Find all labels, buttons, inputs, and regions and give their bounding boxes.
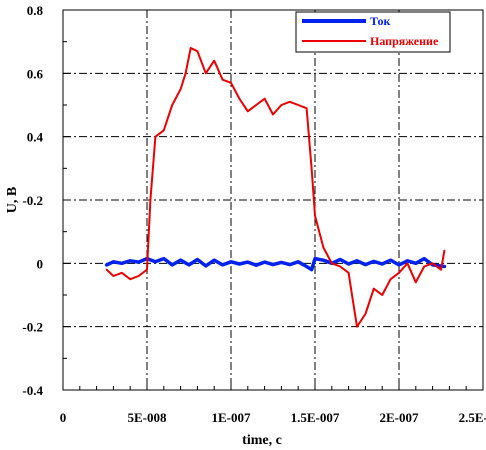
y-axis-label: U, B <box>5 187 20 213</box>
series-line-napryazhenie <box>105 47 446 328</box>
series-lines <box>104 47 447 328</box>
y-tick-label: 0.4 <box>27 130 44 145</box>
plot-frame <box>62 9 484 391</box>
legend-box <box>295 11 451 53</box>
x-tick-label: 2.5E-007 <box>459 410 486 425</box>
y-tick-label: -0.2 <box>22 193 43 208</box>
x-tick-label: 1.5E-007 <box>291 410 340 425</box>
x-tick-label: 5E-008 <box>128 410 168 425</box>
legend-label-napryazhenie: Напряжение <box>370 34 439 48</box>
legend-label-tok: Ток <box>370 14 390 28</box>
y-tick-label: 0 <box>37 256 44 271</box>
y-tick-label: 0.8 <box>27 3 44 18</box>
grid <box>63 10 483 390</box>
legend: Ток Напряжение <box>295 11 451 53</box>
y-tick-label: 0.6 <box>27 66 44 81</box>
tick-labels: 0 5E-008 1E-007 1.5E-007 2E-007 2.5E-007 -0.4 -… <box>22 3 486 425</box>
y-tick-label: -0.4 <box>22 383 43 398</box>
x-tick-label: 2E-007 <box>380 410 420 425</box>
x-axis-label: time, c <box>242 433 282 448</box>
y-tick-label: -0.2 <box>22 320 43 335</box>
x-tick-label: 0 <box>60 410 67 425</box>
series-line-tok <box>104 256 447 272</box>
x-tick-label: 1E-007 <box>212 410 252 425</box>
